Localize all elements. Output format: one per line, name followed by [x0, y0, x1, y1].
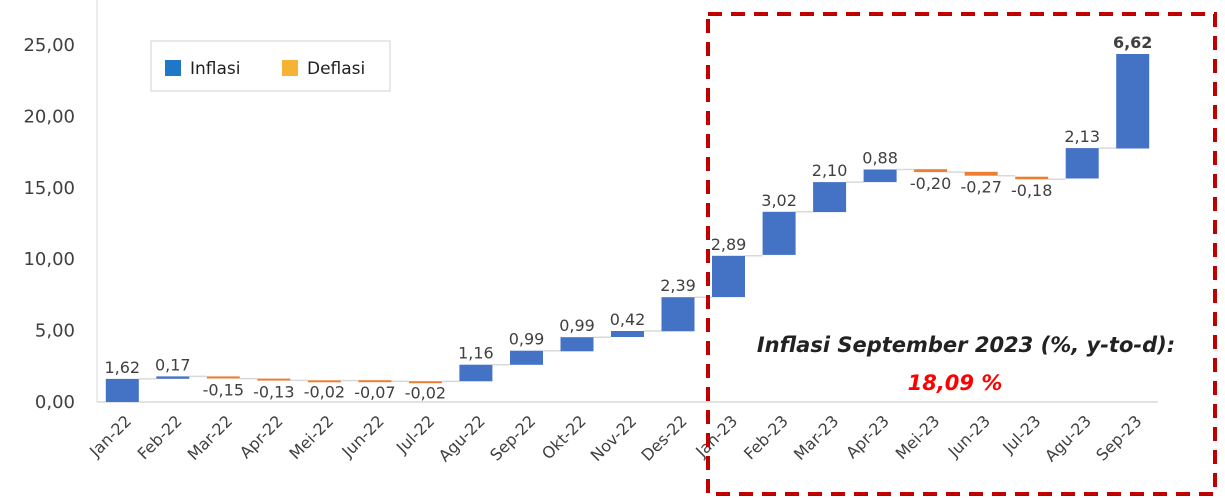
x-tick-label: Mei-22: [285, 411, 337, 463]
data-label-agu-23: 2,13: [1064, 127, 1100, 146]
data-label-feb-22: 0,17: [155, 355, 191, 374]
bar-apr-23: [863, 169, 897, 183]
data-label-nov-22: 0,42: [610, 310, 646, 329]
legend-box: [150, 40, 391, 92]
data-label-mei-22: -0,02: [304, 383, 345, 402]
data-label-jun-23: -0,27: [960, 178, 1001, 197]
x-tick-label: Nov-22: [587, 411, 641, 465]
bar-jul-22: [408, 381, 442, 384]
x-tick-label: Jul-22: [392, 411, 438, 457]
x-tick-label: Apr-22: [236, 411, 287, 462]
bar-mar-22: [206, 376, 240, 379]
x-tick-label: Mei-23: [892, 411, 944, 463]
data-label-mei-23: -0,20: [910, 174, 951, 193]
x-tick-label: Jan-23: [691, 411, 741, 461]
data-label-agu-22: 1,16: [458, 344, 494, 363]
bar-jun-22: [358, 380, 392, 383]
annotation-title: Inflasi September 2023 (%, y-to-d):: [757, 333, 1175, 357]
bar-agu-22: [459, 364, 493, 382]
bar-jun-23: [964, 171, 998, 176]
legend-swatch-deflasi: [282, 60, 298, 76]
bar-nov-22: [611, 331, 644, 337]
x-tick-label: Feb-23: [740, 411, 792, 463]
bar-jan-23: [712, 255, 745, 298]
bars: [105, 54, 1150, 402]
bar-mei-23: [914, 169, 948, 173]
bar-okt-22: [560, 337, 594, 352]
data-label-jul-22: -0,02: [405, 383, 446, 402]
x-tick-label: Jun-23: [944, 411, 994, 461]
data-label-des-22: 2,39: [660, 276, 696, 295]
bar-sep-22: [510, 350, 543, 365]
x-tick-label: Sep-23: [1092, 411, 1145, 464]
connector-lines: [138, 147, 1117, 383]
legend-label-inflasi: Inflasi: [190, 59, 241, 79]
bar-mar-23: [813, 182, 847, 213]
legend-swatch-inflasi: [165, 60, 181, 76]
data-label-sep-23: 6,62: [1113, 33, 1152, 52]
annotation-value: 18,09 %: [908, 371, 1003, 395]
data-label-okt-22: 0,99: [559, 316, 595, 335]
x-tick-label: Sep-22: [486, 411, 539, 464]
data-label-jan-22: 1,62: [104, 358, 140, 377]
x-tick-label: Apr-23: [842, 411, 893, 462]
bar-jan-22: [105, 378, 139, 402]
bar-feb-22: [156, 376, 190, 379]
data-labels: 1,62 0,17 -0,15 -0,13 -0,02 -0,07 -0,02 1,16 0,9…: [104, 33, 1152, 402]
y-tick-label: 25,00: [23, 35, 75, 56]
axes: 0,00 5,00 10,00 15,00 20,00 25,00: [23, 0, 1158, 413]
x-tick-label: Feb-22: [134, 411, 186, 463]
legend: Inflasi Deflasi: [150, 40, 391, 92]
data-label-feb-23: 3,02: [761, 191, 797, 210]
bar-feb-23: [762, 211, 796, 255]
bar-agu-23: [1065, 148, 1099, 179]
bar-des-22: [661, 297, 695, 332]
y-tick-label: 0,00: [35, 392, 75, 413]
x-tick-label: Agu-22: [435, 411, 489, 465]
y-tick-label: 10,00: [23, 249, 75, 270]
x-tick-label: Jul-23: [998, 411, 1044, 457]
x-tick-label: Jan-22: [85, 411, 135, 461]
data-label-jun-22: -0,07: [354, 383, 395, 402]
legend-label-deflasi: Deflasi: [307, 59, 365, 79]
x-tick-label: Agu-23: [1041, 411, 1095, 465]
bar-sep-23: [1116, 54, 1150, 149]
highlight-box-2023: [706, 12, 1217, 496]
x-tick-label: Des-22: [637, 411, 690, 464]
y-tick-label: 5,00: [35, 321, 75, 342]
x-tick-label: Mar-22: [184, 411, 237, 464]
bar-mei-22: [307, 380, 341, 383]
data-label-apr-22: -0,13: [253, 382, 294, 401]
x-tick-label: Mar-23: [790, 411, 843, 464]
y-tick-label: 20,00: [23, 106, 75, 127]
data-label-mar-22: -0,15: [203, 381, 244, 400]
data-label-jan-23: 2,89: [711, 235, 747, 254]
data-label-sep-22: 0,99: [509, 330, 545, 349]
data-label-jul-23: -0,18: [1011, 181, 1052, 200]
x-tick-label: Okt-22: [538, 411, 590, 463]
bar-apr-22: [257, 378, 291, 381]
x-tick-label: Jun-22: [337, 411, 387, 461]
data-label-apr-23: 0,88: [862, 149, 898, 168]
bar-jul-23: [1015, 176, 1049, 180]
data-label-mar-23: 2,10: [812, 161, 848, 180]
y-tick-label: 15,00: [23, 178, 75, 199]
